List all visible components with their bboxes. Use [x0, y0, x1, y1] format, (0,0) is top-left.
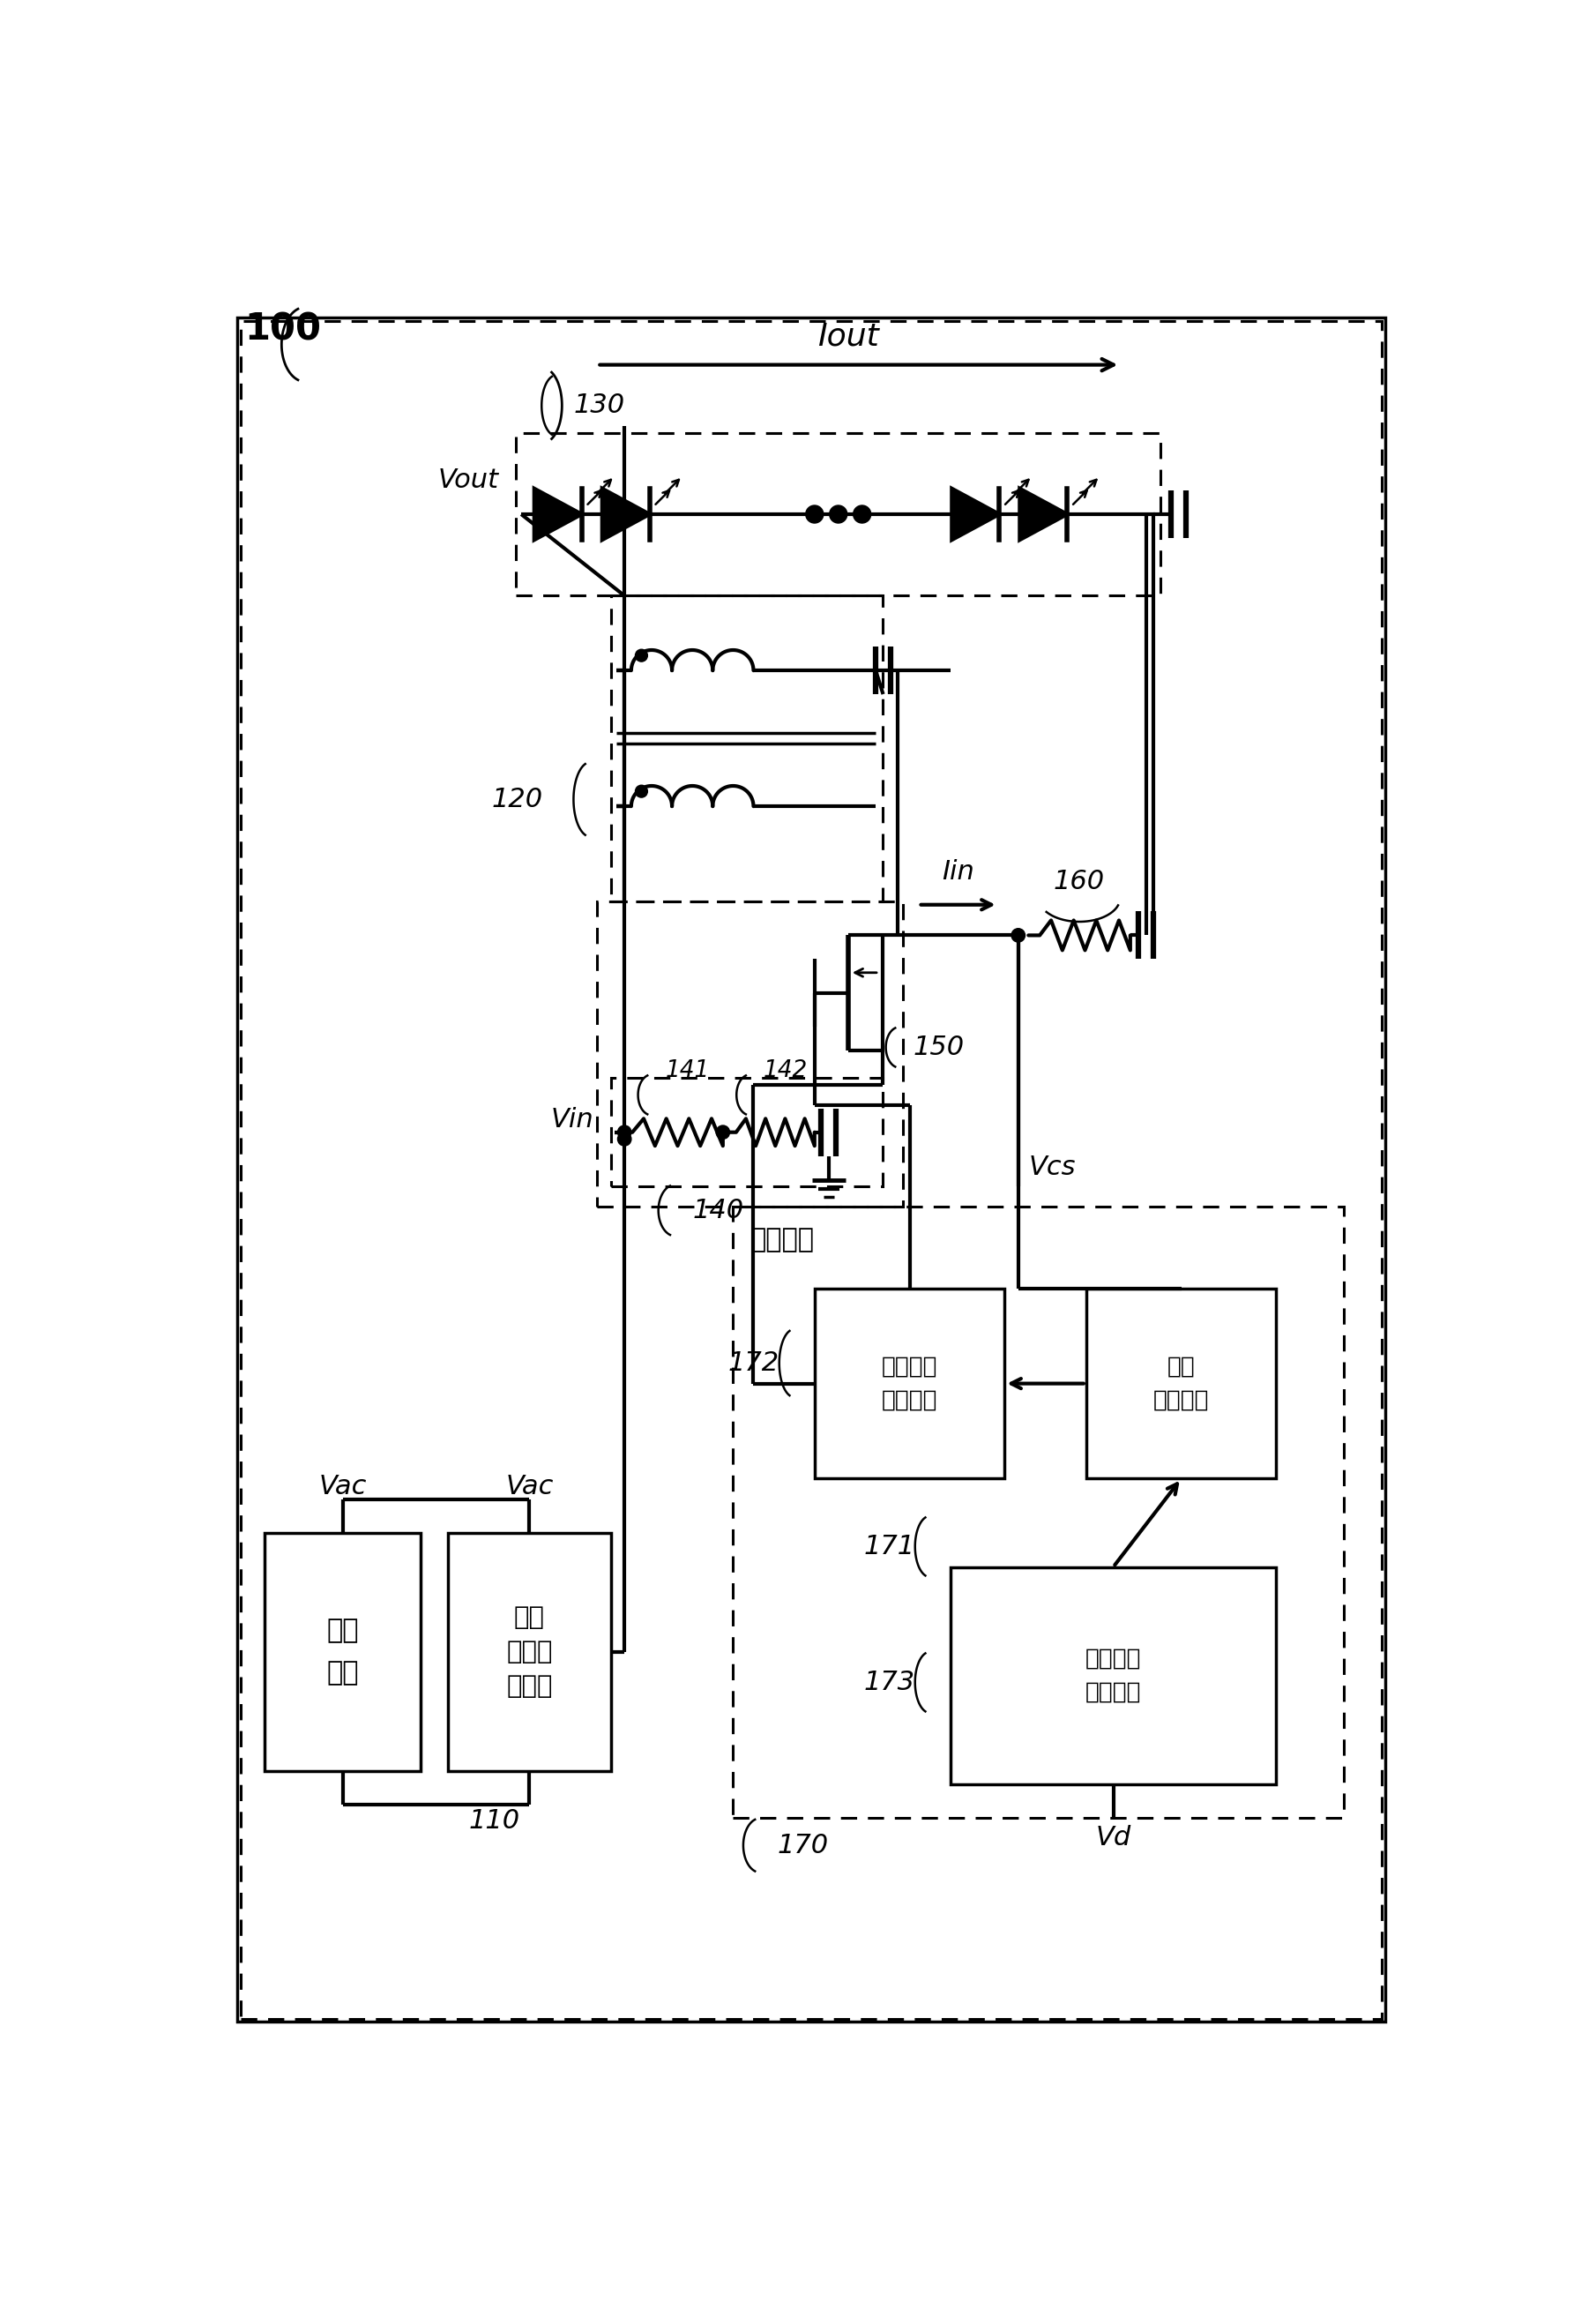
Polygon shape: [1020, 487, 1068, 541]
Polygon shape: [535, 487, 583, 541]
Text: Vac: Vac: [506, 1474, 554, 1499]
Text: 171: 171: [863, 1534, 915, 1559]
Text: 142: 142: [763, 1060, 808, 1083]
Bar: [814, 1289, 1004, 1478]
Bar: [733, 1206, 1344, 1818]
Circle shape: [618, 1132, 632, 1146]
Circle shape: [717, 1125, 729, 1139]
Text: Vac: Vac: [319, 1474, 367, 1499]
Text: 相位截断
侦测电路: 相位截断 侦测电路: [1085, 1647, 1141, 1705]
Text: 140: 140: [693, 1197, 744, 1222]
Bar: [950, 1566, 1277, 1783]
Text: 172: 172: [728, 1351, 779, 1377]
Text: 110: 110: [468, 1809, 520, 1834]
Polygon shape: [951, 487, 999, 541]
Bar: [1087, 1289, 1277, 1478]
Text: 150: 150: [913, 1035, 964, 1060]
Text: Vcs: Vcs: [1028, 1155, 1076, 1180]
Bar: [597, 901, 903, 1206]
Polygon shape: [602, 487, 650, 541]
Circle shape: [830, 506, 847, 522]
Text: 160: 160: [1053, 869, 1104, 894]
Text: Iin: Iin: [942, 859, 975, 885]
Circle shape: [854, 506, 871, 522]
Text: 驱动信号
产生电路: 驱动信号 产生电路: [881, 1356, 937, 1411]
Circle shape: [635, 785, 648, 797]
Text: Vd: Vd: [1095, 1825, 1132, 1850]
Circle shape: [635, 649, 648, 661]
Text: Vout: Vout: [437, 467, 500, 492]
Text: 120: 120: [492, 788, 543, 813]
Text: 141: 141: [666, 1060, 710, 1083]
Text: 交流
电源: 交流 电源: [327, 1617, 359, 1686]
Text: Vin: Vin: [551, 1106, 594, 1132]
Circle shape: [618, 1125, 632, 1139]
Bar: [611, 596, 883, 901]
Bar: [516, 432, 1160, 596]
Bar: [265, 1534, 421, 1772]
Text: 相位
截断式
调光器: 相位 截断式 调光器: [506, 1605, 552, 1698]
Text: 电流
控制电路: 电流 控制电路: [1154, 1356, 1210, 1411]
Bar: [611, 1079, 883, 1187]
Text: 170: 170: [777, 1832, 828, 1857]
Text: Iout: Iout: [817, 321, 879, 351]
Circle shape: [806, 506, 824, 522]
Circle shape: [1012, 929, 1025, 942]
Text: 130: 130: [573, 393, 624, 418]
Bar: [448, 1534, 611, 1772]
Text: 控制装置: 控制装置: [750, 1227, 814, 1252]
Text: 100: 100: [244, 310, 321, 346]
Text: 173: 173: [863, 1670, 915, 1696]
